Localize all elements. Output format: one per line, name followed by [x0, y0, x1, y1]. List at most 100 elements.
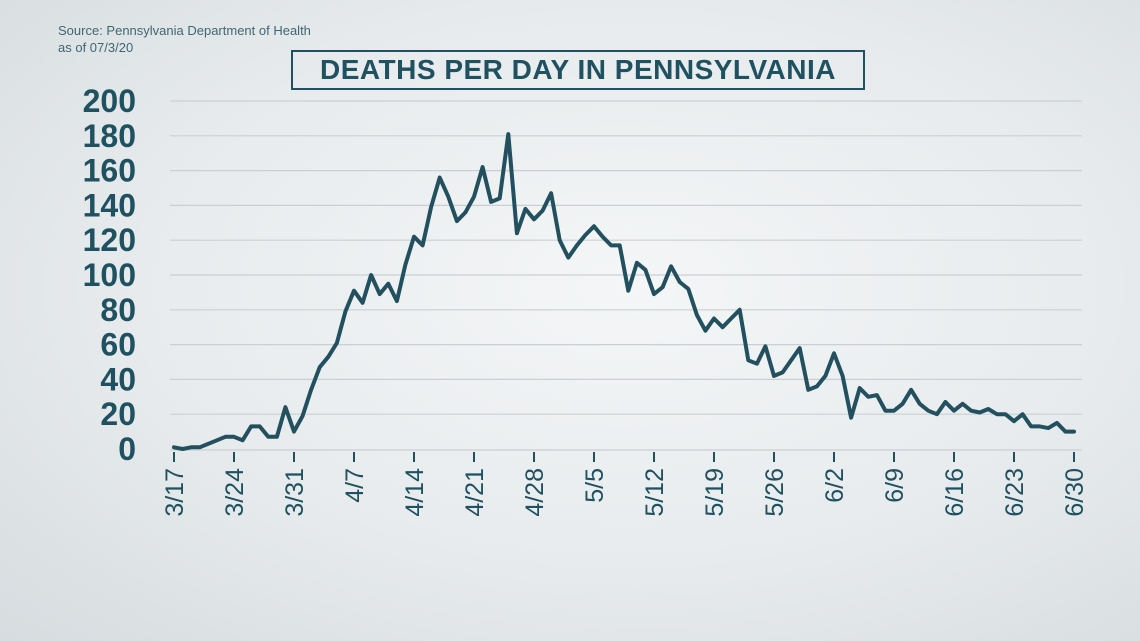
- data-point: [961, 402, 965, 406]
- data-point: [1003, 412, 1007, 416]
- data-point: [909, 388, 913, 392]
- data-point: [798, 346, 802, 350]
- chart-title: DEATHS PER DAY IN PENNSYLVANIA: [320, 54, 836, 85]
- x-tick-label: 3/17: [161, 468, 189, 517]
- data-point: [1063, 430, 1067, 434]
- data-point: [403, 263, 407, 267]
- data-point: [875, 393, 879, 397]
- data-point: [661, 285, 665, 289]
- data-point: [249, 424, 253, 428]
- x-tick-label: 5/26: [761, 468, 789, 517]
- data-point: [678, 280, 682, 284]
- data-point: [901, 402, 905, 406]
- data-point: [652, 292, 656, 296]
- data-point: [626, 289, 630, 293]
- data-point: [781, 370, 785, 374]
- source-note: Source: Pennsylvania Department of Healt…: [58, 22, 311, 56]
- y-tick-label: 180: [83, 118, 136, 154]
- x-tick-label: 5/5: [581, 468, 609, 503]
- data-point: [841, 374, 845, 378]
- data-point: [455, 219, 459, 223]
- data-point: [592, 224, 596, 228]
- data-point: [549, 191, 553, 195]
- data-point: [412, 235, 416, 239]
- data-point: [1038, 424, 1042, 428]
- data-point: [481, 165, 485, 169]
- data-point: [498, 196, 502, 200]
- data-point: [806, 388, 810, 392]
- x-tick-label: 6/2: [821, 468, 849, 503]
- data-point: [378, 292, 382, 296]
- data-point: [395, 299, 399, 303]
- y-tick-label: 100: [83, 257, 136, 293]
- data-point: [198, 445, 202, 449]
- y-tick-label: 160: [83, 153, 136, 189]
- data-point: [969, 409, 973, 413]
- x-tick-label: 4/14: [401, 468, 429, 517]
- deaths-series-line: [172, 132, 1076, 451]
- data-point: [729, 317, 733, 321]
- data-point: [335, 341, 339, 345]
- data-point: [558, 238, 562, 242]
- data-point: [935, 412, 939, 416]
- data-point: [978, 411, 982, 415]
- data-point: [541, 209, 545, 213]
- data-point: [232, 435, 236, 439]
- data-point: [746, 358, 750, 362]
- data-point: [438, 176, 442, 180]
- data-point: [763, 344, 767, 348]
- y-tick-label: 200: [83, 83, 136, 119]
- data-point: [241, 438, 245, 442]
- data-point: [643, 268, 647, 272]
- data-point: [883, 409, 887, 413]
- data-point: [1012, 419, 1016, 423]
- x-tick-label: 3/31: [281, 468, 309, 517]
- data-point: [789, 358, 793, 362]
- data-point: [446, 195, 450, 199]
- as-of-date: as of 07/3/20: [58, 40, 134, 55]
- data-point: [172, 445, 176, 449]
- data-point: [832, 351, 836, 355]
- data-point: [583, 233, 587, 237]
- data-point: [523, 207, 527, 211]
- data-point: [755, 362, 759, 366]
- data-point: [738, 308, 742, 312]
- x-tick-label: 3/24: [221, 468, 249, 517]
- data-point: [532, 217, 536, 221]
- y-tick-label: 20: [100, 396, 136, 432]
- y-tick-label: 120: [83, 222, 136, 258]
- data-point: [669, 264, 673, 268]
- data-point: [995, 412, 999, 416]
- data-point: [1029, 424, 1033, 428]
- data-point: [1046, 426, 1050, 430]
- y-tick-label: 140: [83, 187, 136, 223]
- data-point: [823, 374, 827, 378]
- data-point: [369, 273, 373, 277]
- data-point: [686, 287, 690, 291]
- data-point: [343, 310, 347, 314]
- data-point: [635, 261, 639, 265]
- source-line: Source: Pennsylvania Department of Healt…: [58, 23, 311, 38]
- chart-title-box: DEATHS PER DAY IN PENNSYLVANIA: [291, 50, 865, 90]
- x-tick-label: 5/12: [641, 468, 669, 517]
- data-point: [866, 395, 870, 399]
- x-axis-ticks: 3/17 3/24 3/31 4/7 4/14 4/21 4/28 5/5 5/12 5/19 5/…: [161, 452, 1089, 517]
- data-point: [361, 301, 365, 305]
- data-point: [943, 400, 947, 404]
- data-point: [918, 402, 922, 406]
- data-point: [472, 195, 476, 199]
- y-tick-label: 80: [100, 292, 136, 328]
- data-point: [386, 282, 390, 286]
- data-point: [926, 409, 930, 413]
- data-point: [703, 329, 707, 333]
- data-point: [506, 132, 510, 136]
- data-point: [695, 313, 699, 317]
- x-tick-label: 6/30: [1061, 468, 1089, 517]
- y-tick-label: 40: [100, 361, 136, 397]
- data-point: [275, 435, 279, 439]
- data-point: [986, 407, 990, 411]
- series-layer: [172, 132, 1076, 451]
- data-point: [815, 384, 819, 388]
- data-point: [489, 200, 493, 204]
- y-tick-label: 0: [118, 431, 136, 467]
